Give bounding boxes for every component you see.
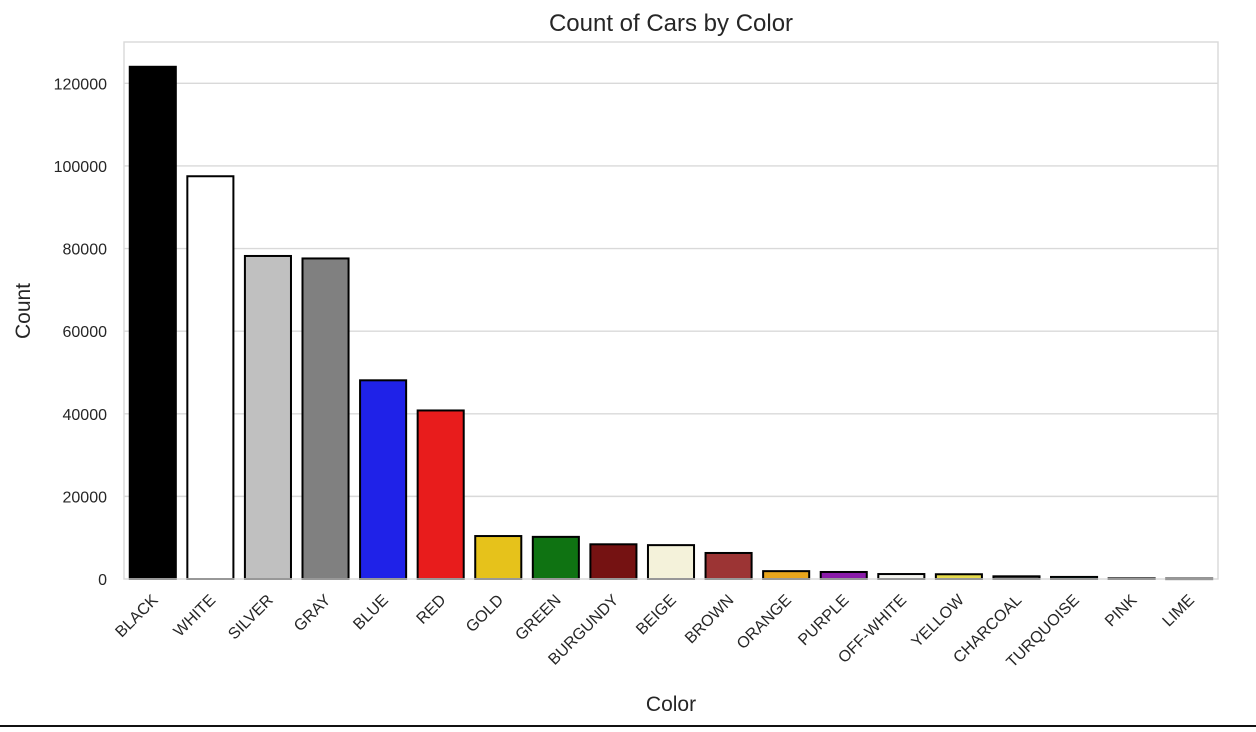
bar-brown (704, 551, 753, 580)
y-tick-label: 80000 (63, 242, 108, 259)
chart-title: Count of Cars by Color (549, 10, 793, 37)
y-axis-ticks: 0 20000 40000 60000 80000 100000 120000 (54, 76, 107, 589)
bar-black (128, 65, 177, 581)
bar-purple (819, 570, 868, 581)
plot-frame (123, 41, 1219, 580)
bar-orange (762, 570, 811, 581)
bar-gold (474, 535, 523, 580)
bars (128, 65, 1214, 581)
bar-silver (243, 254, 292, 580)
y-tick-label: 40000 (63, 407, 108, 424)
bar-red (416, 409, 465, 581)
bar-blue (359, 379, 408, 580)
y-tick-label: 100000 (54, 159, 107, 176)
bar-white (186, 175, 235, 580)
bar-yellow (934, 573, 983, 581)
y-tick-label: 60000 (63, 324, 108, 341)
bar-beige (646, 544, 696, 580)
bar-green (531, 535, 580, 580)
bar-off-white (877, 573, 926, 581)
y-tick-label: 120000 (54, 76, 107, 93)
bar-burgundy (589, 543, 638, 580)
y-tick-label: 20000 (63, 489, 108, 506)
x-axis-label: Color (646, 693, 696, 716)
y-axis-label: Count (12, 283, 35, 339)
y-tick-label: 0 (98, 572, 107, 589)
bar-gray (301, 257, 350, 580)
